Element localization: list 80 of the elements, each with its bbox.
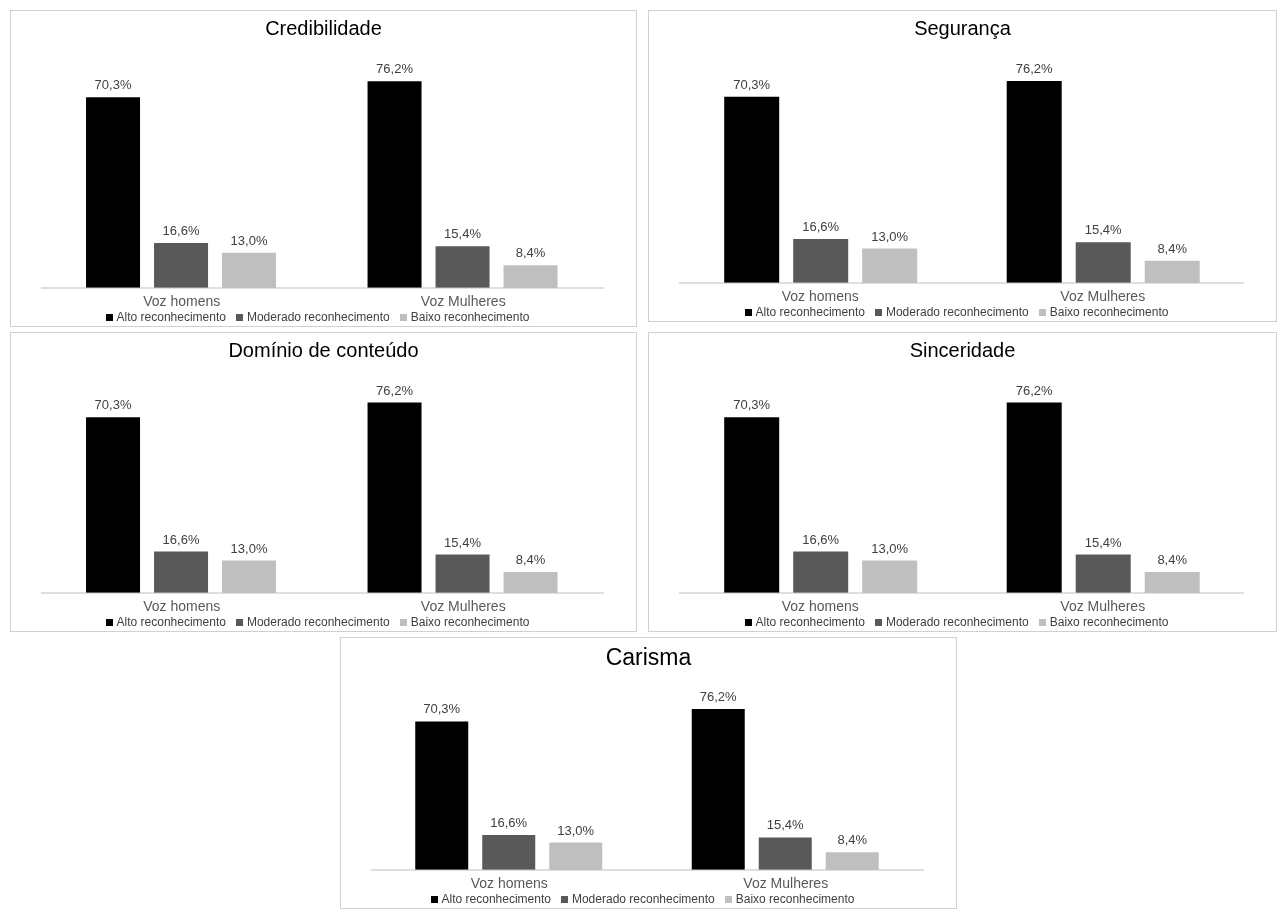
data-label: 76,2% bbox=[376, 382, 414, 398]
bar bbox=[724, 96, 780, 283]
bar bbox=[1006, 81, 1062, 283]
data-label: 13,0% bbox=[871, 228, 909, 244]
data-label: 15,4% bbox=[1084, 222, 1123, 238]
legend-label: Baixo reconhecimento bbox=[735, 892, 855, 906]
x-tick-label: Voz homens bbox=[781, 597, 859, 614]
legend-label: Moderado reconhecimento bbox=[885, 615, 1029, 629]
data-label: 8,4% bbox=[515, 552, 546, 567]
legend-label: Alto reconhecimento bbox=[755, 615, 865, 629]
data-label: 13,0% bbox=[230, 540, 268, 556]
data-label: 15,4% bbox=[444, 226, 482, 242]
x-tick-label: Voz homens bbox=[470, 874, 548, 891]
data-label: 16,6% bbox=[802, 531, 840, 547]
data-label: 15,4% bbox=[444, 534, 482, 550]
bar bbox=[154, 551, 209, 593]
chart-title: Credibilidade bbox=[264, 17, 383, 41]
legend-label: Moderado reconhecimento bbox=[246, 310, 390, 324]
data-label: 70,3% bbox=[733, 397, 771, 413]
data-label: 16,6% bbox=[490, 814, 528, 830]
data-label: 8,4% bbox=[515, 245, 546, 261]
legend-label: Baixo reconhecimento bbox=[1049, 615, 1169, 629]
bar bbox=[793, 239, 849, 283]
chart-title: Domínio de conteúdo bbox=[227, 339, 420, 363]
x-tick-label: Voz homens bbox=[143, 292, 221, 309]
bar bbox=[154, 242, 209, 288]
bar bbox=[86, 97, 141, 288]
data-label: 13,0% bbox=[230, 232, 268, 248]
bar bbox=[482, 834, 536, 870]
data-label: 16,6% bbox=[162, 222, 200, 238]
x-tick-label: Voz Mulheres bbox=[1060, 597, 1146, 614]
legend-label: Baixo reconhecimento bbox=[410, 310, 530, 324]
data-label: 13,0% bbox=[871, 540, 909, 556]
bar bbox=[86, 417, 141, 593]
x-tick-label: Voz homens bbox=[143, 597, 221, 614]
bar bbox=[435, 246, 490, 288]
data-label: 8,4% bbox=[1157, 240, 1188, 256]
x-tick-label: Voz homens bbox=[781, 287, 859, 304]
x-tick-label: Voz Mulheres bbox=[743, 874, 829, 891]
data-label: 16,6% bbox=[162, 531, 200, 547]
data-label: 8,4% bbox=[837, 832, 868, 848]
chart-title: Carisma bbox=[604, 644, 693, 672]
data-label: 13,0% bbox=[557, 822, 595, 838]
bar bbox=[1075, 242, 1131, 283]
legend-label: Moderado reconhecimento bbox=[885, 305, 1029, 319]
data-label: 15,4% bbox=[1084, 534, 1123, 550]
bar bbox=[793, 551, 849, 593]
legend-label: Alto reconhecimento bbox=[116, 310, 226, 324]
bar bbox=[1006, 402, 1062, 593]
data-label: 70,3% bbox=[423, 701, 461, 717]
chart-title: Sinceridade bbox=[908, 339, 1017, 363]
bar bbox=[691, 709, 745, 870]
legend-label: Moderado reconhecimento bbox=[246, 615, 390, 629]
bar bbox=[367, 402, 422, 593]
data-label: 8,4% bbox=[1157, 552, 1188, 567]
data-label: 16,6% bbox=[802, 219, 840, 235]
data-label: 70,3% bbox=[94, 397, 132, 413]
bar bbox=[758, 837, 812, 870]
bar bbox=[1075, 554, 1131, 593]
legend-label: Baixo reconhecimento bbox=[1049, 305, 1169, 319]
x-tick-label: Voz Mulheres bbox=[420, 597, 506, 614]
bar bbox=[435, 554, 490, 593]
data-label: 76,2% bbox=[699, 689, 738, 705]
x-tick-label: Voz Mulheres bbox=[420, 292, 506, 309]
x-tick-label: Voz Mulheres bbox=[1060, 287, 1146, 304]
legend-label: Alto reconhecimento bbox=[755, 305, 865, 319]
legend-label: Alto reconhecimento bbox=[116, 615, 226, 629]
bar bbox=[367, 81, 422, 288]
bar bbox=[724, 417, 780, 593]
bar bbox=[415, 721, 469, 870]
data-label: 70,3% bbox=[94, 77, 132, 93]
data-label: 76,2% bbox=[1015, 382, 1054, 398]
data-label: 70,3% bbox=[733, 76, 771, 92]
chart-title: Segurança bbox=[913, 17, 1012, 41]
legend-label: Alto reconhecimento bbox=[441, 892, 551, 906]
data-label: 76,2% bbox=[376, 61, 414, 77]
data-label: 76,2% bbox=[1015, 61, 1054, 77]
data-label: 15,4% bbox=[766, 817, 805, 833]
legend-label: Moderado reconhecimento bbox=[571, 892, 715, 906]
legend-label: Baixo reconhecimento bbox=[410, 615, 530, 629]
